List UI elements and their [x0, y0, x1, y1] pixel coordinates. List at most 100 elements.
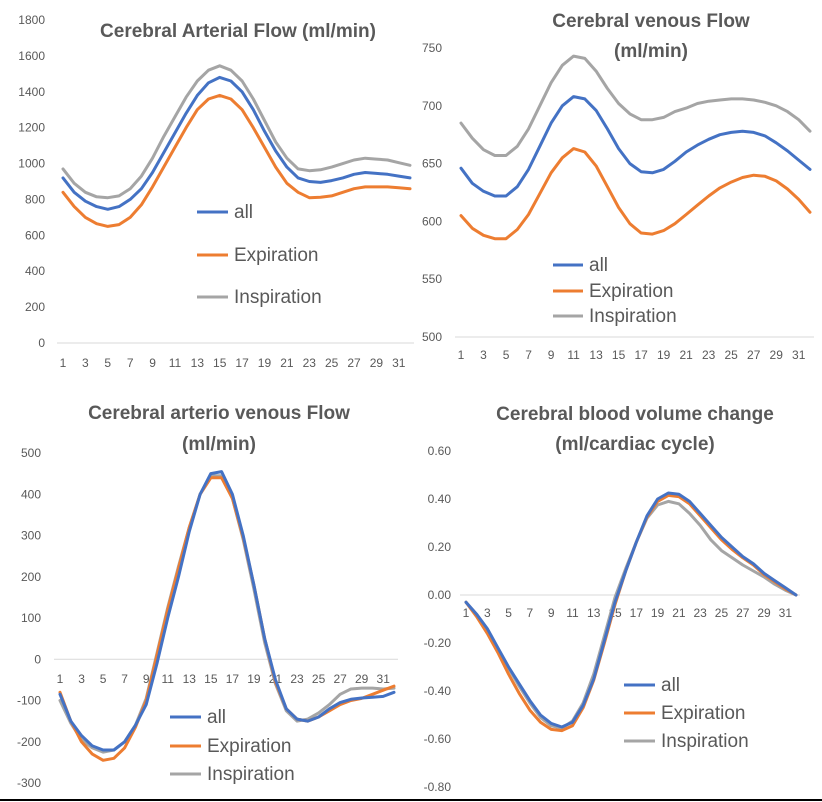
x-tick-label: 11: [566, 606, 579, 620]
chart-volume-legend: all Expiration Inspiration: [624, 675, 749, 752]
y-tick-label: 300: [21, 529, 41, 543]
legend-label-all: all: [589, 255, 608, 276]
y-tick-label: 750: [422, 41, 442, 55]
legend-label-inspiration: Inspiration: [589, 306, 677, 327]
chart-venous-x-axis: 1 3 5 7 9 11 13 15 17 19 21 23 25 27 29 31: [458, 348, 806, 362]
chart-volume-title-line-1: Cerebral blood volume change: [496, 404, 774, 425]
chart-arterial-y-axis: 0 200 400 600 800 1000 1200 1400 1600 1800: [18, 13, 45, 350]
y-tick-label: 0.20: [428, 540, 452, 554]
y-tick-label: 800: [25, 192, 45, 206]
y-tick-label: 1200: [18, 121, 45, 135]
y-tick-label: 700: [422, 99, 442, 113]
x-tick-label: 19: [247, 672, 261, 686]
x-tick-label: 29: [770, 348, 784, 362]
chart-av-legend: all Expiration Inspiration: [170, 707, 295, 785]
x-tick-label: 25: [715, 606, 729, 620]
x-tick-label: 19: [258, 356, 272, 370]
x-tick-label: 29: [355, 672, 369, 686]
legend-label-all: all: [234, 202, 253, 223]
y-tick-label: 0.60: [428, 444, 452, 458]
chart-arterial-x-axis: 1 3 5 7 9 11 13 15 17 19 21 23 25 27 29 31: [60, 356, 406, 370]
y-tick-label: 500: [422, 330, 442, 344]
x-tick-label: 25: [725, 348, 739, 362]
chart-venous-title-line-2: (ml/min): [614, 41, 688, 62]
series-line-inspiration: [459, 54, 812, 157]
y-tick-label: 650: [422, 157, 442, 171]
x-tick-label: 31: [392, 356, 406, 370]
series-line-expiration: [459, 147, 812, 241]
series-line-all: [58, 470, 396, 752]
y-tick-label: 1000: [18, 157, 45, 171]
x-tick-label: 15: [612, 348, 626, 362]
chart-arterial-legend: all Expiration Inspiration: [197, 202, 322, 308]
y-tick-label: -0.60: [424, 732, 452, 746]
x-tick-label: 9: [143, 672, 150, 686]
x-tick-label: 7: [527, 606, 534, 620]
x-tick-label: 13: [587, 606, 601, 620]
x-tick-label: 23: [694, 606, 708, 620]
chart-volume-x-axis: 1 3 5 7 9 11 13 15 17 19 21 23 25 27 29 31: [463, 606, 793, 620]
x-tick-label: 17: [226, 672, 240, 686]
chart-av: Cerebral arterio venous Flow (ml/min) -3…: [17, 403, 398, 790]
y-tick-label: -0.20: [424, 636, 452, 650]
x-tick-label: 1: [60, 356, 67, 370]
series-line-all: [61, 75, 412, 211]
x-tick-label: 13: [183, 672, 197, 686]
legend-label-inspiration: Inspiration: [207, 764, 295, 785]
legend-label-inspiration: Inspiration: [661, 731, 749, 752]
x-tick-label: 27: [736, 606, 750, 620]
series-line-expiration: [61, 93, 412, 228]
series-line-expiration: [58, 476, 396, 762]
x-tick-label: 17: [634, 348, 648, 362]
legend-label-all: all: [207, 707, 226, 728]
x-tick-label: 27: [347, 356, 361, 370]
y-tick-label: 0.40: [428, 492, 452, 506]
series-line-inspiration: [61, 64, 412, 200]
x-tick-label: 29: [370, 356, 384, 370]
y-tick-label: 400: [21, 487, 41, 501]
x-tick-label: 9: [149, 356, 156, 370]
x-tick-label: 5: [104, 356, 111, 370]
x-tick-label: 19: [657, 348, 671, 362]
x-tick-label: 31: [779, 606, 793, 620]
x-tick-label: 17: [235, 356, 249, 370]
x-tick-label: 31: [377, 672, 391, 686]
y-tick-label: 200: [21, 570, 41, 584]
y-tick-label: -0.80: [424, 780, 452, 794]
x-tick-label: 23: [303, 356, 317, 370]
x-tick-label: 3: [480, 348, 487, 362]
x-tick-label: 5: [503, 348, 510, 362]
chart-av-x-axis: 1 3 5 7 9 11 13 15 17 19 21 23 25 27 29 31: [57, 672, 391, 686]
x-tick-label: 3: [484, 606, 491, 620]
y-tick-label: 1400: [18, 85, 45, 99]
chart-volume-title-line-2: (ml/cardiac cycle): [555, 434, 714, 455]
y-tick-label: 0: [38, 336, 45, 350]
series-line-all: [464, 491, 798, 729]
legend-label-expiration: Expiration: [207, 736, 292, 757]
x-tick-label: 1: [57, 672, 64, 686]
x-tick-label: 27: [747, 348, 761, 362]
legend-label-all: all: [661, 675, 680, 696]
series-line-all: [459, 95, 812, 198]
x-tick-label: 15: [204, 672, 218, 686]
x-tick-label: 27: [333, 672, 347, 686]
y-tick-label: 1800: [18, 13, 45, 27]
y-tick-label: 0.00: [428, 588, 452, 602]
chart-av-title-line-1: Cerebral arterio venous Flow: [88, 403, 350, 424]
x-tick-label: 21: [679, 348, 693, 362]
y-tick-label: -100: [17, 694, 41, 708]
x-tick-label: 21: [672, 606, 686, 620]
y-tick-label: 550: [422, 272, 442, 286]
chart-venous-title-line-1: Cerebral venous Flow: [552, 11, 750, 32]
legend-label-expiration: Expiration: [234, 245, 319, 266]
x-tick-label: 23: [702, 348, 716, 362]
y-tick-label: 400: [25, 264, 45, 278]
chart-venous-y-axis: 500 550 600 650 700 750: [422, 41, 442, 344]
legend-label-expiration: Expiration: [661, 703, 746, 724]
y-tick-label: 600: [422, 214, 442, 228]
x-tick-label: 1: [458, 348, 465, 362]
x-tick-label: 7: [121, 672, 128, 686]
y-tick-label: -200: [17, 735, 41, 749]
chart-venous-legend: all Expiration Inspiration: [553, 255, 677, 327]
chart-venous-series: [459, 54, 812, 241]
